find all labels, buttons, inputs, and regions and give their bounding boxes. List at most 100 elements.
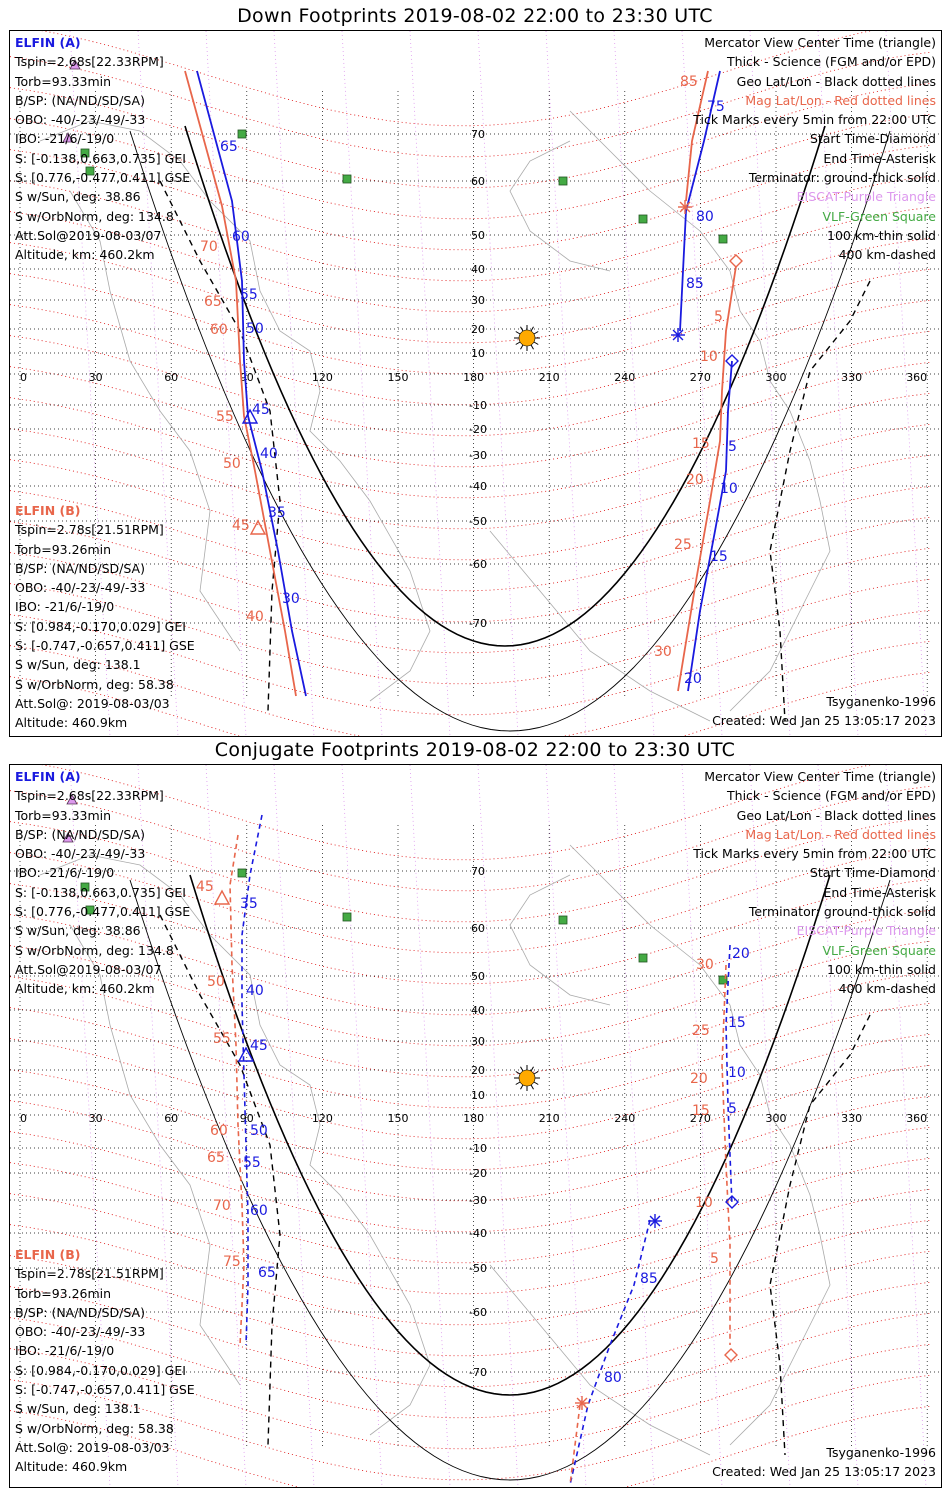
track-tick-label-elfin-b: 70: [213, 1198, 231, 1214]
track-tick-label-elfin-a: 15: [728, 1015, 746, 1031]
legend-item: Mercator View Center Time (triangle): [704, 769, 936, 784]
mag-lat-line: [10, 485, 931, 592]
vlf-green-square: [80, 148, 90, 158]
mag-lat-line: [10, 82, 931, 189]
vlf-green-square: [80, 882, 90, 892]
mag-lat-line: [10, 175, 931, 282]
mag-lat-line: [10, 1312, 931, 1419]
mag-lon-line: [341, 31, 383, 736]
sun-ray: [530, 344, 534, 350]
lon-tick-label: 270: [690, 1112, 711, 1125]
legend-item: 400 km-dashed: [838, 981, 936, 997]
lon-tick-label: 120: [312, 1112, 333, 1125]
land-outline: [489, 1264, 711, 1456]
mag-lon-line: [273, 765, 315, 1487]
lat-tick-label: -10: [469, 1142, 487, 1155]
legend: Mercator View Center Time (triangle) Thic…: [693, 767, 936, 999]
elfin-b-info-line: Altitude: 460.9km: [15, 1459, 128, 1475]
lon-tick-label: 210: [539, 1112, 560, 1125]
mag-lat-line: [10, 1033, 931, 1140]
track-tick-label-elfin-a: 75: [707, 99, 725, 115]
elfin-b-track-east: [677, 265, 737, 692]
vlf-green-square: [558, 915, 568, 925]
elfin-a-info-line: Att.Sol@2019-08-03/07: [15, 227, 162, 243]
down-footprints-map: 0 30 60 90 120 150 180 210 240 270 300 330 360 70 60 50…: [9, 30, 942, 737]
track-tick-label-elfin-a: 5: [728, 1101, 737, 1117]
lon-tick-label: 0: [20, 1112, 27, 1125]
elfin-b-info-line: Att.Sol@: 2019-08-03/03: [15, 1439, 170, 1455]
elfin-b-info-line: B/SP: (NA/ND/SD/SA): [15, 560, 145, 576]
lon-tick-label: 330: [841, 1112, 862, 1125]
vlf-green-square: [237, 868, 247, 878]
track-tick-label-elfin-a: 60: [250, 1203, 268, 1219]
elfin-a-info-line: B/SP: (NA/ND/SD/SA): [15, 826, 145, 842]
terminator-100km: [129, 130, 891, 732]
track-tick-label-elfin-b: 40: [246, 609, 264, 625]
mag-lat-line: [10, 578, 931, 685]
sun-ray: [515, 1071, 521, 1075]
elfin-a-conj-south: [569, 1219, 651, 1486]
lat-tick-label: -70: [469, 617, 487, 630]
legend-item: Thick - Science (FGM and/or EPD): [727, 54, 936, 70]
track-tick-label-elfin-b: 25: [674, 537, 692, 553]
lat-tick-label: 40: [471, 1004, 485, 1017]
track-tick-label-elfin-a: 15: [710, 549, 728, 565]
legend-item: Thick - Science (FGM and/or EPD): [727, 788, 936, 804]
elfin-b-track-east-top: [685, 70, 709, 202]
eiscat-purple-triangle: [62, 132, 74, 143]
elfin-a-heading: ELFIN (A): [15, 769, 81, 784]
elfin-a-track-east-top: [679, 70, 721, 332]
sun-icon: [518, 1069, 536, 1087]
mag-lat-line: [41, 765, 872, 861]
mag-lon-line: [341, 765, 383, 1487]
legend-item: Terminator: ground-thick solid: [748, 170, 936, 186]
track-tick-label-elfin-a: 50: [246, 321, 264, 337]
mag-lat-line: [10, 268, 931, 375]
footer: Tsyganenko-1996 Created: Wed Jan 25 13:05…: [712, 692, 936, 731]
mag-lat-line: [10, 392, 931, 499]
elfin-a-info-line: Tspin=2.68s[22.33RPM]: [15, 54, 164, 70]
track-tick-label-elfin-b: 25: [692, 1023, 710, 1039]
elfin-a-track-east: [687, 360, 733, 692]
elfin-b-info-line: Att.Sol@: 2019-08-03/03: [15, 695, 170, 711]
legend-item: EISCAT-Purple Triangle: [796, 189, 936, 205]
conjugate-footprints-map: 0 30 60 90 120 150 180 210 240 270 300 330 360 70 60 50…: [9, 764, 942, 1488]
mag-lon-line: [273, 31, 315, 736]
start-diamond: [724, 1348, 738, 1362]
center-time-triangle: [249, 519, 267, 535]
elfin-a-info-line: B/SP: (NA/ND/SD/SA): [15, 92, 145, 108]
lat-tick-label: 30: [471, 1035, 485, 1048]
elfin-b-info-line: Torb=93.26min: [15, 541, 112, 557]
elfin-b-heading: ELFIN (B): [15, 503, 81, 518]
map-canvas: 0 30 60 90 120 150 180 210 240 270 300 330 360 70 60 50…: [10, 31, 941, 736]
mag-lon-line: [205, 765, 247, 1487]
elfin-a-info-line: IBO: -21/6/-19/0: [15, 131, 115, 147]
mag-lon-line: [885, 765, 927, 1487]
elfin-b-info-line: B/SP: (NA/ND/SD/SA): [15, 1304, 145, 1320]
lat-tick-label: -40: [469, 1227, 487, 1240]
mag-lon-line: [69, 31, 111, 736]
mag-lat-line: [10, 454, 931, 561]
center-time-triangle: [241, 408, 259, 424]
track-tick-label-elfin-a: 45: [250, 1038, 268, 1054]
track-tick-label-elfin-b: 60: [210, 322, 228, 338]
legend-item: EISCAT-Purple Triangle: [796, 923, 936, 939]
track-tick-label-elfin-a: 35: [240, 896, 258, 912]
start-diamond: [729, 254, 743, 268]
elfin-a-info-line: OBO: -40/-23/-49/-33: [15, 112, 146, 128]
track-tick-label-elfin-b: 45: [232, 518, 250, 534]
end-asterisk: [575, 1396, 589, 1410]
mag-lon-line: [885, 31, 927, 736]
lat-tick-label: 60: [471, 922, 485, 935]
mag-lat-line: [10, 1250, 931, 1357]
lon-tick-label: 300: [766, 371, 787, 384]
sun-ray: [533, 1081, 539, 1085]
mag-lat-line: [10, 1157, 931, 1264]
track-tick-label-elfin-a: 85: [686, 276, 704, 292]
mag-lat-line: [10, 1374, 931, 1481]
legend-item: Geo Lat/Lon - Black dotted lines: [736, 807, 936, 823]
elfin-b-info-line: S: [-0.747,-0.657,0.411] GSE: [15, 1382, 195, 1398]
track-tick-label-elfin-a: 10: [728, 1065, 746, 1081]
track-tick-label-elfin-b: 85: [680, 74, 698, 90]
elfin-b-info: ELFIN (B) Tspin=2.78s[21.51RPM] Torb=93.26…: [15, 1245, 195, 1477]
